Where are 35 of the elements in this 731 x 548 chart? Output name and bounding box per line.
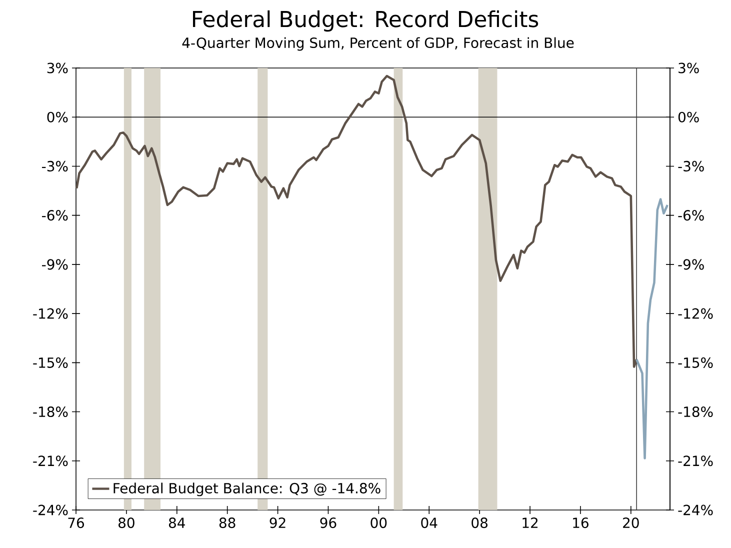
y2-tick-label: 3% — [678, 62, 699, 74]
chart-title: Federal Budget: Record Deficits — [193, 10, 538, 32]
y2-tick-label: -24% — [678, 504, 713, 516]
x-tick-label: 96 — [320, 518, 336, 528]
x-tick-label: 16 — [573, 518, 588, 528]
x-tick-label: 80 — [118, 518, 134, 528]
y2-tick-label: -15% — [678, 357, 713, 368]
x-tick-label: 04 — [421, 518, 438, 528]
chart-subtitle: 4-Quarter Moving Sum, Percent of GDP, Forecast in Blue — [182, 37, 574, 51]
x-tick-label: 76 — [68, 518, 84, 528]
y-tick-label: -24% — [33, 504, 68, 516]
y-tick-label: -3% — [42, 160, 68, 172]
y-tick-label: -9% — [42, 259, 68, 270]
x-tick-label: 92 — [270, 518, 286, 528]
y2-tick-label: 0% — [678, 112, 699, 122]
y2-tick-label: -9% — [678, 259, 704, 270]
x-tick-label: 84 — [168, 518, 185, 528]
y-tick-label: -6% — [42, 210, 68, 221]
x-tick-label: 08 — [472, 518, 488, 528]
x-tick-label: 12 — [522, 518, 538, 528]
x-tick-label: 00 — [370, 518, 387, 528]
x-tick-label: 88 — [219, 518, 236, 528]
y2-tick-label: -18% — [678, 406, 713, 418]
y-tick-label: 3% — [47, 62, 68, 74]
x-tick-label: 20 — [623, 518, 639, 528]
y-tick-label: 0% — [47, 112, 68, 122]
y2-tick-label: -3% — [678, 160, 704, 172]
y2-tick-label: -12% — [678, 308, 713, 319]
y-tick-label: -12% — [33, 308, 68, 319]
legend-label: Federal Budget Balance: Q3 @ -14.8% — [114, 482, 380, 496]
y2-tick-label: -6% — [678, 210, 704, 221]
y-tick-label: -18% — [33, 406, 68, 418]
y-tick-label: -15% — [33, 357, 68, 368]
y-tick-label: -21% — [33, 456, 68, 466]
y2-tick-label: -21% — [678, 456, 713, 466]
